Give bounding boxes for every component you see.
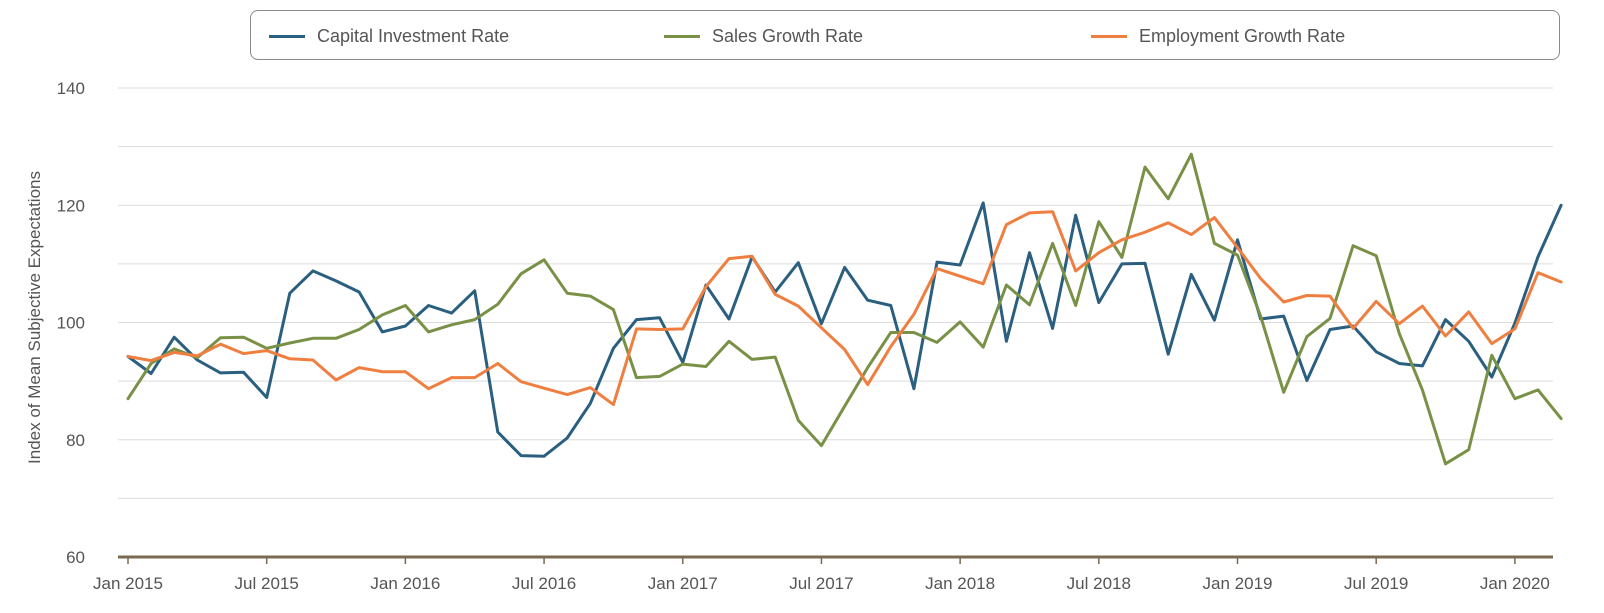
legend-swatch-capital-investment	[269, 34, 305, 38]
x-tick-label: Jan 2018	[925, 574, 995, 593]
legend-swatch-sales-growth	[664, 34, 700, 38]
gridlines	[118, 87, 1553, 499]
y-axis-label: Index of Mean Subjective Expectations	[25, 171, 44, 464]
y-tick-label: 60	[66, 548, 85, 567]
y-tick-label: 120	[57, 196, 85, 215]
x-tick-label: Jul 2016	[512, 574, 576, 593]
legend-item-capital-investment[interactable]: Capital Investment Rate	[269, 11, 509, 61]
y-tick-label: 80	[66, 431, 85, 450]
x-tick-labels: Jan 2015 Jul 2015 Jan 2016 Jul 2016 Jan 2017…	[93, 557, 1550, 593]
series-line-sales-growth-rate	[126, 152, 1563, 466]
series-line-employment-growth-rate	[126, 210, 1563, 407]
x-tick-label: Jan 2016	[370, 574, 440, 593]
legend-swatch-employment-growth	[1091, 34, 1127, 38]
x-tick-label: Jul 2018	[1067, 574, 1131, 593]
y-tick-labels: 60 80 100 120 140	[57, 79, 85, 567]
x-tick-label: Jul 2017	[789, 574, 853, 593]
legend-label-sales-growth: Sales Growth Rate	[712, 25, 864, 46]
y-tick-label: 140	[57, 79, 85, 98]
legend-item-employment-growth[interactable]: Employment Growth Rate	[1091, 11, 1345, 61]
legend: Capital Investment Rate Sales Growth Rat…	[250, 10, 1560, 60]
legend-label-capital-investment: Capital Investment Rate	[317, 25, 510, 46]
x-tick-label: Jan 2015	[93, 574, 163, 593]
x-tick-label: Jul 2015	[235, 574, 299, 593]
y-tick-label: 100	[57, 314, 85, 333]
legend-label-employment-growth: Employment Growth Rate	[1139, 25, 1346, 46]
x-tick-label: Jan 2017	[648, 574, 718, 593]
series-line-capital-investment-rate	[126, 201, 1563, 458]
x-tick-label: Jan 2020	[1480, 574, 1550, 593]
series-lines	[126, 152, 1563, 466]
x-tick-label: Jul 2019	[1344, 574, 1408, 593]
legend-item-sales-growth[interactable]: Sales Growth Rate	[664, 11, 863, 61]
x-tick-label: Jan 2019	[1203, 574, 1273, 593]
